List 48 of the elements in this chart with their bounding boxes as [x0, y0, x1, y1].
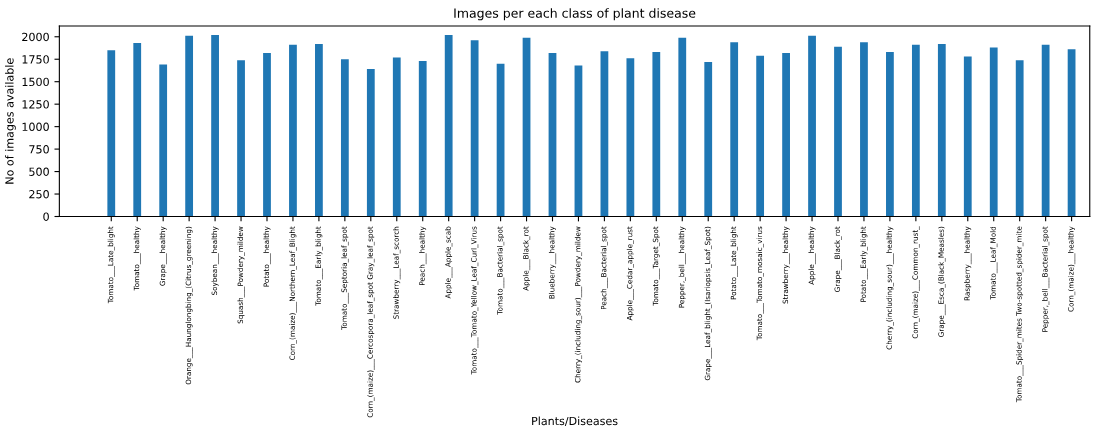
- bar: [989, 47, 998, 217]
- y-axis-title: No of images available: [5, 58, 16, 184]
- bar: [834, 46, 842, 217]
- y-tick-label: 750: [29, 145, 49, 154]
- bar: [133, 43, 142, 217]
- y-tick-label: 1500: [22, 77, 49, 87]
- bar: [366, 69, 375, 217]
- bar: [704, 61, 713, 217]
- bar: [340, 59, 349, 217]
- bar: [808, 35, 816, 217]
- bar: [211, 34, 219, 217]
- bar: [626, 58, 635, 217]
- bar: [756, 55, 765, 217]
- y-tick-label: 0: [43, 212, 49, 221]
- y-tick-label: 2000: [22, 32, 49, 42]
- bar: [470, 40, 479, 217]
- y-tick-label: 1250: [22, 100, 49, 109]
- y-tick-label: 1000: [22, 122, 49, 132]
- bar: [886, 52, 894, 217]
- bar: [860, 42, 868, 217]
- bar: [315, 43, 323, 217]
- bar: [237, 60, 245, 217]
- bar: [392, 57, 401, 217]
- bar: [600, 51, 609, 217]
- bar: [548, 52, 557, 217]
- bar: [678, 37, 687, 217]
- bar: [185, 35, 194, 217]
- bar: [782, 52, 790, 217]
- y-tick-label: 1750: [22, 55, 49, 64]
- x-axis-title: Plants/Diseases: [532, 416, 618, 427]
- bar: [1041, 44, 1050, 217]
- bar: [1067, 49, 1076, 217]
- y-tick-label: 250: [29, 190, 49, 199]
- bar: [937, 43, 946, 217]
- bar: [1015, 60, 1024, 217]
- bar: [652, 52, 661, 217]
- bar: [444, 34, 453, 217]
- bar: [289, 44, 297, 217]
- bar: [963, 56, 972, 217]
- bar: [159, 64, 168, 217]
- bar: [418, 61, 427, 217]
- bar: [263, 52, 271, 217]
- y-tick-label: 500: [29, 167, 49, 176]
- bar: [911, 44, 920, 217]
- chart-title: Images per each class of plant disease: [454, 8, 696, 21]
- bar: [730, 42, 739, 217]
- bar: [522, 37, 531, 217]
- bar: [107, 50, 116, 217]
